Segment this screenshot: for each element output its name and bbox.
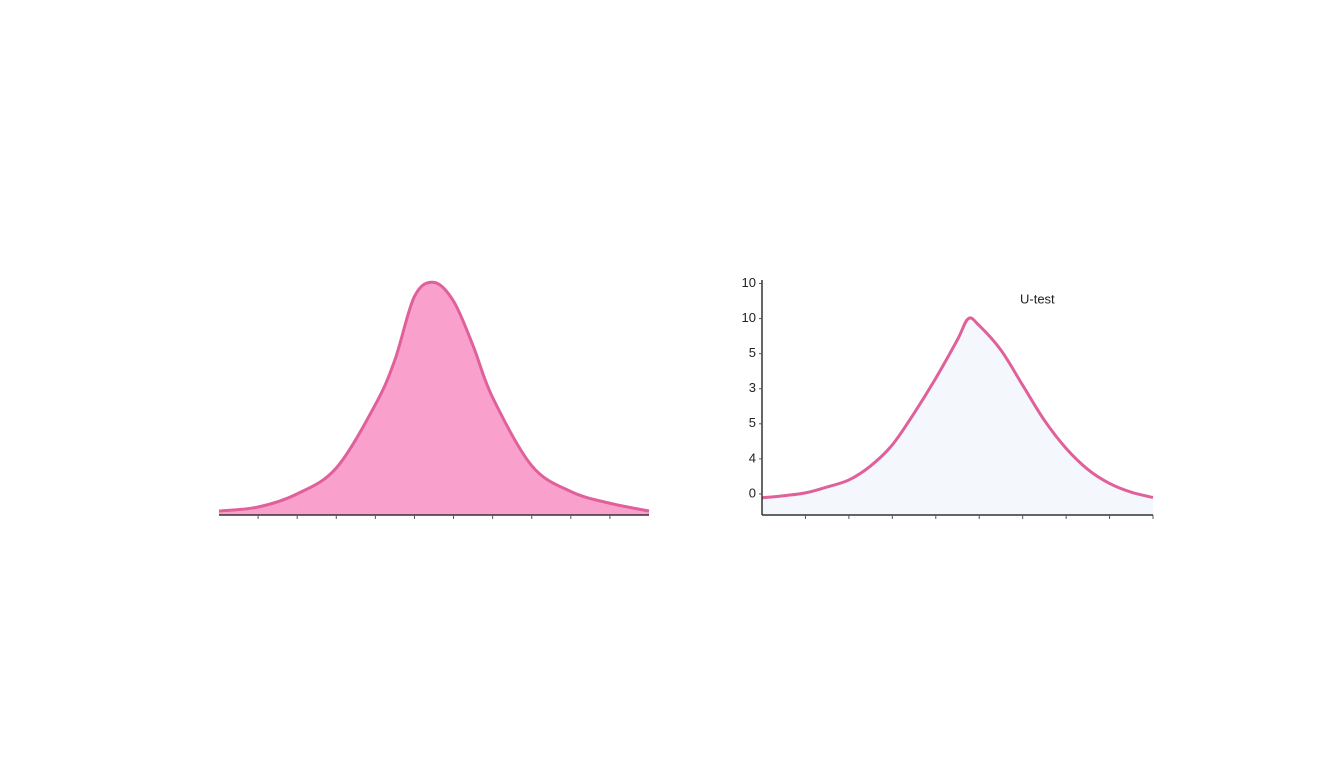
area-fill [219, 282, 649, 515]
y-tick-label: 5 [749, 345, 756, 360]
annotation: U-test [1020, 291, 1055, 306]
area-fill [762, 317, 1153, 515]
y-tick-label: 4 [749, 450, 756, 465]
y-tick-label: 10 [742, 310, 756, 325]
y-tick-label: 10 [742, 275, 756, 290]
curve-line [761, 316, 1154, 500]
y-tick-label: 0 [749, 485, 756, 500]
y-tick-label: 3 [749, 380, 756, 395]
y-tick-label: 5 [749, 415, 756, 430]
curve-line [218, 280, 650, 513]
